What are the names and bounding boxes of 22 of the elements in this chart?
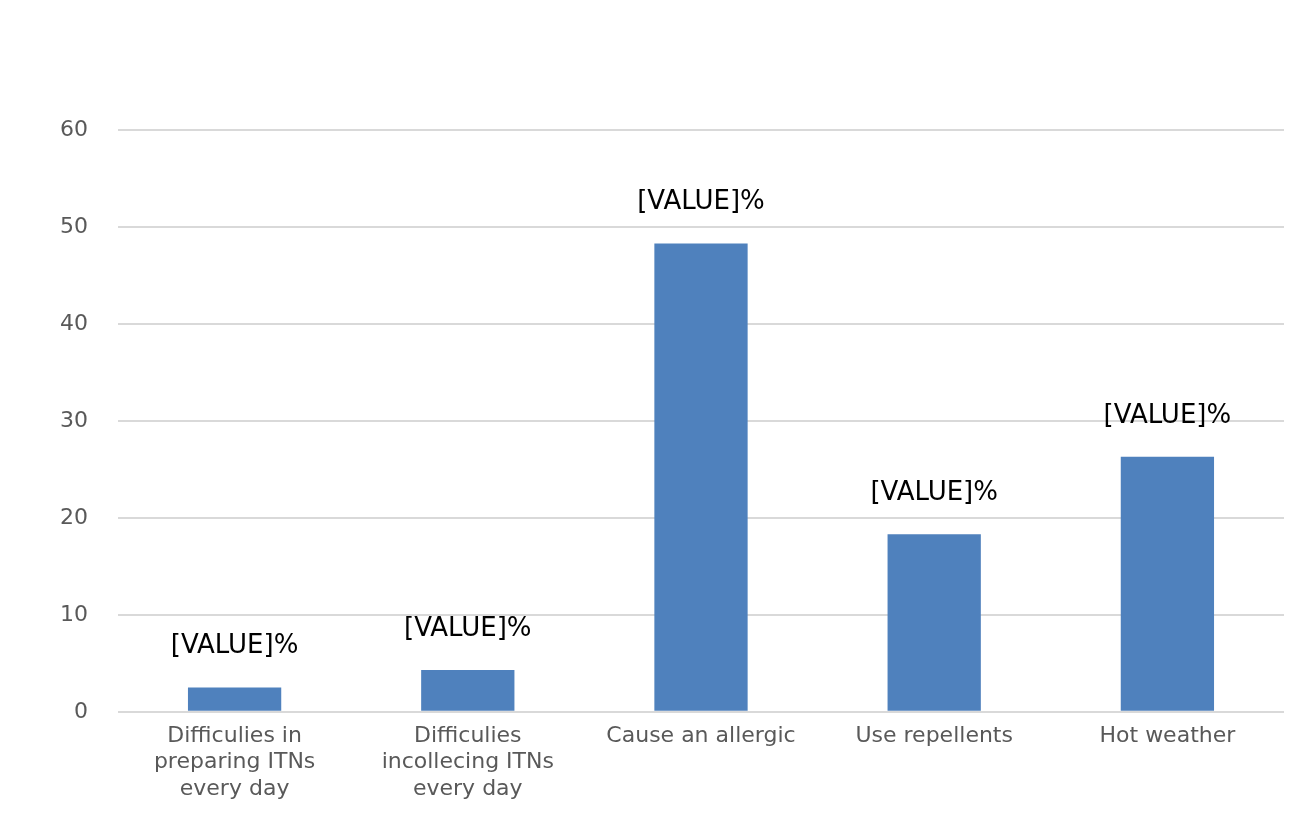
data-label: [VALUE]% bbox=[404, 611, 532, 642]
y-tick-label: 30 bbox=[59, 406, 88, 432]
bar bbox=[421, 670, 515, 711]
data-label: [VALUE]% bbox=[637, 185, 765, 216]
x-tick-label: Difficulies incollecing ITNs every day bbox=[381, 721, 554, 800]
data-label: [VALUE]% bbox=[170, 629, 299, 660]
bar bbox=[187, 687, 282, 711]
x-tick-label: Hot weather bbox=[1099, 721, 1237, 747]
bar bbox=[654, 243, 748, 711]
data-label: [VALUE]% bbox=[870, 476, 998, 507]
x-tick-label: Difficulies in preparing ITNs every day bbox=[153, 721, 316, 800]
y-tick-label: 20 bbox=[59, 503, 88, 529]
data-label: [VALUE]% bbox=[1103, 398, 1232, 429]
bar bbox=[1120, 456, 1215, 711]
x-tick-label: Use repellents bbox=[855, 721, 1013, 747]
x-tick-label: Cause an allergic bbox=[606, 721, 796, 747]
y-tick-label: 60 bbox=[59, 115, 88, 141]
y-tick-label: 40 bbox=[59, 309, 88, 335]
y-tick-label: 50 bbox=[59, 212, 88, 238]
bar bbox=[887, 534, 981, 711]
y-tick-label: 10 bbox=[59, 600, 88, 626]
y-tick-label: 0 bbox=[73, 697, 88, 723]
